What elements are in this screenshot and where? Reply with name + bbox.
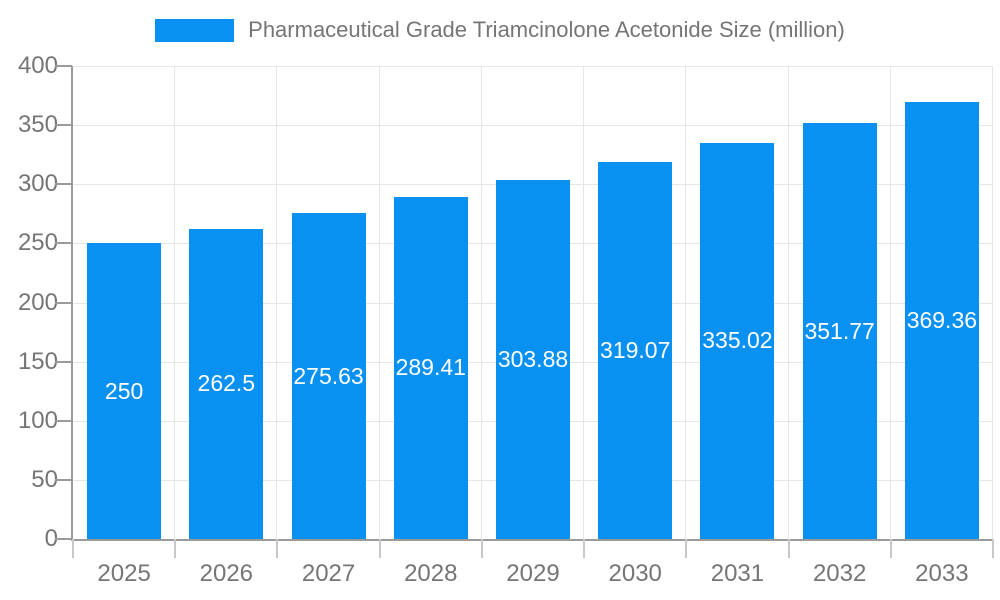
v-gridline [276,66,278,539]
v-gridline [787,66,789,539]
v-gridline [378,66,380,539]
y-axis-label: 300 [17,170,58,198]
x-axis-tick [787,539,790,558]
y-axis-label: 100 [17,406,58,434]
bar-value-label: 319.07 [600,336,671,363]
x-axis-tick [583,539,586,558]
bar-2033: 369.36 [904,102,979,539]
x-axis-label: 2026 [199,560,254,587]
v-gridline [174,66,176,539]
v-gridline [992,66,993,539]
bar-value-label: 262.5 [197,370,256,397]
legend-item[interactable]: Pharmaceutical Grade Triamcinolone Aceto… [155,17,845,43]
y-axis-tick [55,301,72,304]
x-axis-label: 2029 [506,560,560,587]
x-axis-tick [174,539,177,558]
x-axis-label: 2032 [812,560,867,587]
bar-2025: 250 [87,243,162,539]
x-axis-label: 2028 [404,560,458,587]
y-axis-tick [55,242,72,245]
y-axis-tick [55,538,72,540]
bar-2028: 289.41 [393,196,468,539]
bar-2031: 335.02 [700,142,775,539]
v-gridline [685,66,687,539]
bar-value-label: 250 [104,377,144,404]
y-axis-line [71,66,73,539]
y-axis-tick [55,360,72,363]
v-gridline [889,66,891,539]
y-axis-tick [55,478,72,481]
bar-2030: 319.07 [598,161,673,539]
y-axis-tick [55,183,72,186]
x-axis-tick [480,539,483,558]
bar-2032: 351.77 [802,123,877,539]
y-axis-label: 0 [44,525,58,552]
y-axis-label: 400 [17,52,58,79]
x-axis-tick [378,539,381,558]
v-gridline [480,66,482,539]
x-axis-label: 2031 [710,560,765,587]
bar-value-label: 335.02 [702,327,773,354]
chart-legend: Pharmaceutical Grade Triamcinolone Aceto… [0,17,1000,43]
bar-2026: 262.5 [189,228,264,539]
h-gridline [73,125,993,127]
chart-title: Pharmaceutical Grade Triamcinolone Aceto… [248,17,845,42]
x-axis-label: 2030 [608,560,662,587]
x-axis-tick [992,539,994,558]
bar-value-label: 351.77 [804,317,875,344]
bar-value-label: 369.36 [906,307,978,334]
x-axis-tick [685,539,688,558]
bar-value-label: 275.63 [293,362,364,389]
x-axis-label: 2025 [97,560,151,587]
y-axis-tick [55,65,72,67]
x-axis-label: 2027 [301,560,356,587]
y-axis-label: 350 [17,111,58,139]
bar-value-label: 303.88 [497,345,569,372]
bar-value-label: 289.41 [395,354,466,381]
x-axis-tick [72,539,74,558]
y-axis-label: 200 [17,288,58,316]
y-axis-label: 50 [31,465,58,493]
x-axis-label: 2033 [915,560,969,587]
y-axis-tick [55,419,72,422]
h-gridline [73,66,993,67]
x-axis-tick [889,539,892,558]
x-axis-tick [276,539,279,558]
y-axis-label: 250 [17,229,58,257]
x-axis-line [71,539,993,541]
legend-swatch-icon [155,18,235,42]
v-gridline [583,66,585,539]
plot-area: 250 262.5 275.63 289.41 303.88 319.07 335.02 35… [71,66,993,541]
y-axis-tick [55,124,72,127]
bar-2029: 303.88 [496,179,570,539]
y-axis-label: 150 [17,347,58,375]
bar-2027: 275.63 [291,213,366,539]
